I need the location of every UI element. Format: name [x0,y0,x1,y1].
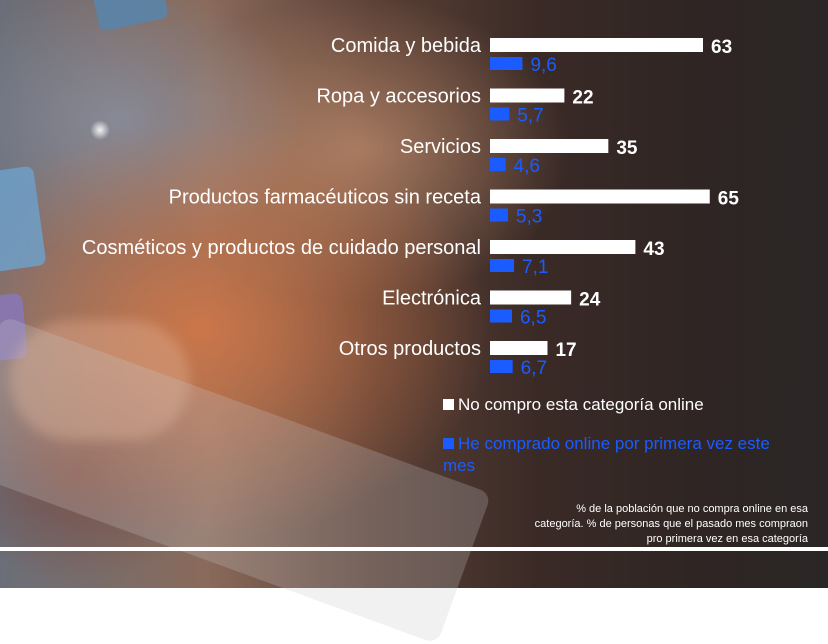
bar-chart: Comida y bebida 63 9,6 Ropa y accesorios 22 5… [82,35,740,379]
category-label: Ropa y accesorios [316,86,481,108]
footnote-line: categoría. % de personas que el pasado m… [534,518,808,530]
legend-swatch-blue [443,438,454,449]
footnote-line: % de la población que no compra online e… [576,503,808,515]
value-label-no-online: 43 [643,239,664,260]
category-label: Productos farmacéuticos sin receta [169,187,482,209]
category-label: Cosméticos y productos de cuidado person… [82,237,481,259]
value-label-first-time: 6,5 [520,308,546,329]
bar-no-online [490,88,565,103]
category-label: Comida y bebida [331,35,482,57]
value-label-first-time: 4,6 [514,156,540,177]
bar-no-online [490,341,548,355]
value-label-no-online: 24 [579,290,601,311]
category-label: Electrónica [382,288,482,310]
bar-first-time [490,259,515,272]
value-label-no-online: 35 [616,138,638,159]
value-label-first-time: 9,6 [530,55,556,76]
bar-first-time [490,360,513,373]
value-label-first-time: 5,3 [516,207,542,228]
value-label-first-time: 6,7 [521,358,547,379]
bar-first-time [490,158,506,171]
light-glow-decoration [90,120,110,140]
legend-item-first-time: He comprado online por primera vez este … [443,433,783,477]
value-label-no-online: 17 [555,340,576,361]
legend-label-first-time: He comprado online por primera vez este … [443,434,770,475]
legend-label-no-online: No compro esta categoría online [458,395,704,414]
legend-item-no-online: No compro esta categoría online [443,394,704,416]
bar-no-online [490,189,710,204]
value-label-first-time: 5,7 [517,106,543,127]
background-photo [0,0,828,588]
bar-first-time [490,208,508,222]
legend-swatch-white [443,399,454,410]
bar-no-online [490,240,636,254]
value-label-no-online: 63 [711,37,732,58]
bar-no-online [490,139,609,153]
bar-no-online [490,290,572,305]
value-label-first-time: 7,1 [522,257,548,278]
footnote-line: pro primera vez en esa categoría [646,533,808,545]
category-label: Servicios [400,136,481,158]
value-label-no-online: 22 [572,88,593,109]
bar-first-time [490,57,523,70]
bar-first-time [490,107,510,121]
baseline-rule [0,547,828,551]
hand-decoration [10,320,190,440]
category-label: Otros productos [339,338,481,360]
bar-no-online [490,38,703,52]
bar-first-time [490,309,512,323]
value-label-no-online: 65 [718,189,740,210]
footnote: % de la población que no compra online e… [470,502,808,547]
